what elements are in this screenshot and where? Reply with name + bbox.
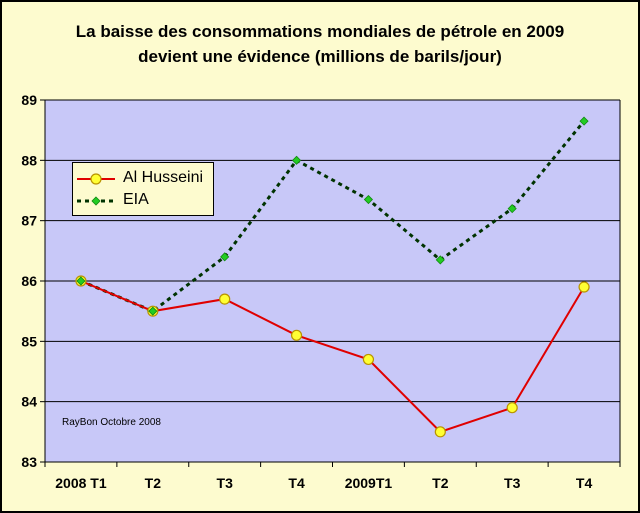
x-tick-label: T3 <box>504 475 521 491</box>
point-eia <box>291 155 302 165</box>
point-eia <box>76 276 86 286</box>
point-al-husseini <box>362 353 375 366</box>
x-axis-ticks: 2008 T1 T2 T3 T4 2009T1 T2 T3 T4 <box>44 462 621 491</box>
point-eia <box>220 252 230 262</box>
x-tick-label: T2 <box>145 475 162 491</box>
y-tick-label: 85 <box>21 333 37 349</box>
y-axis-ticks: 83 84 85 86 87 88 89 <box>21 92 45 470</box>
point-eia <box>507 204 517 214</box>
legend-label-al-husseini: Al Husseini <box>123 169 204 186</box>
series-line-al-husseini <box>80 280 585 433</box>
y-tick-label: 88 <box>21 152 37 168</box>
x-tick-label: T4 <box>288 475 305 491</box>
legend: Al Husseini EIA <box>72 162 214 216</box>
legend-swatch-al-husseini <box>77 173 115 185</box>
y-tick-label: 84 <box>21 394 37 410</box>
point-eia <box>435 255 445 265</box>
point-al-husseini <box>578 281 590 293</box>
x-tick-label: T4 <box>576 475 593 491</box>
chart-title-line-1: La baisse des consommations mondiales de… <box>75 22 565 41</box>
series-line-eia <box>80 120 586 313</box>
legend-item-eia: EIA <box>73 190 213 212</box>
point-al-husseini <box>506 402 518 414</box>
legend-item-al-husseini: Al Husseini <box>73 168 213 190</box>
chart-title-line-2: devient une évidence (millions de barils… <box>138 47 502 66</box>
point-al-husseini <box>290 329 303 341</box>
point-eia <box>579 116 589 126</box>
legend-label-eia: EIA <box>123 191 149 208</box>
y-tick-label: 86 <box>21 273 37 289</box>
point-eia <box>148 306 158 316</box>
point-eia <box>363 194 374 205</box>
x-tick-label: 2009T1 <box>345 475 393 491</box>
legend-swatch-eia <box>77 196 115 206</box>
point-al-husseini <box>434 426 446 438</box>
x-tick-label: 2008 T1 <box>55 475 107 491</box>
series-layer <box>75 116 590 438</box>
x-tick-label: T2 <box>432 475 449 491</box>
credit-text: RayBon Octobre 2008 <box>62 417 161 428</box>
y-tick-label: 87 <box>21 213 37 229</box>
y-tick-label: 83 <box>21 454 37 470</box>
y-tick-label: 89 <box>21 92 37 108</box>
chart-title: La baisse des consommations mondiales de… <box>0 19 640 69</box>
point-al-husseini <box>219 293 231 305</box>
x-tick-label: T3 <box>217 475 234 491</box>
